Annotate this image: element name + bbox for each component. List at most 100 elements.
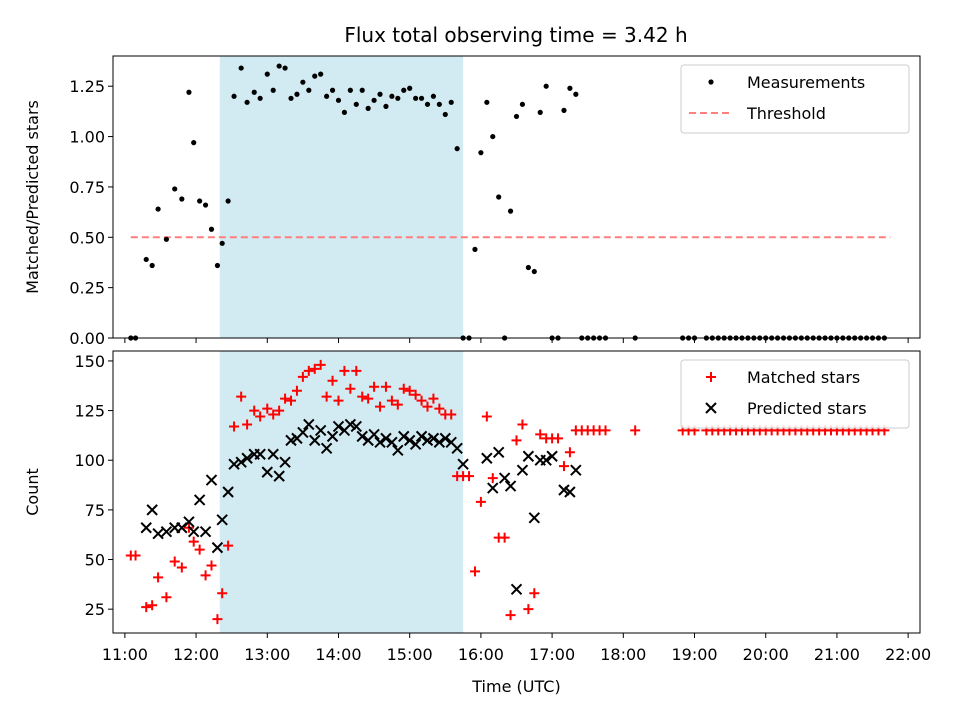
measurement-point bbox=[347, 87, 353, 93]
measurement-point bbox=[225, 198, 231, 204]
y-tick-label: 100 bbox=[74, 451, 105, 470]
x-tick-label: 20:00 bbox=[743, 645, 789, 664]
predicted-point bbox=[427, 432, 440, 445]
measurement-point bbox=[163, 236, 170, 242]
matched-point bbox=[475, 496, 486, 507]
matched-point bbox=[249, 405, 260, 416]
y-tick-label: 0.00 bbox=[69, 329, 105, 348]
matched-point bbox=[487, 473, 498, 484]
predicted-point bbox=[398, 430, 410, 443]
matched-point bbox=[535, 429, 546, 440]
matched-point bbox=[229, 421, 240, 432]
matched-point bbox=[357, 391, 368, 402]
bottom-y-axis-label: Count bbox=[23, 468, 42, 516]
matched-point bbox=[321, 391, 332, 402]
measurement-point bbox=[395, 95, 401, 101]
matched-point bbox=[404, 385, 415, 396]
matched-point bbox=[375, 401, 386, 412]
matched-point bbox=[223, 540, 234, 551]
y-tick-label: 50 bbox=[85, 551, 105, 570]
predicted-point bbox=[540, 454, 552, 466]
measurement-point bbox=[442, 111, 448, 118]
matched-point bbox=[558, 461, 569, 472]
bottom-observing-window bbox=[219, 351, 464, 633]
matched-point bbox=[422, 401, 433, 412]
legend-marker-measurements bbox=[708, 79, 714, 85]
x-axis-label: Time (UTC) bbox=[471, 677, 560, 696]
bottom-axes-frame bbox=[112, 350, 921, 634]
measurement-point bbox=[155, 206, 161, 212]
top-data-points bbox=[128, 63, 887, 341]
predicted-point bbox=[241, 452, 253, 464]
matched-point bbox=[505, 610, 516, 621]
predicted-point bbox=[146, 504, 158, 516]
matched-point bbox=[553, 433, 564, 444]
measurement-point bbox=[172, 186, 178, 192]
matched-point bbox=[481, 411, 492, 422]
matched-point bbox=[315, 359, 326, 370]
measurement-point bbox=[143, 256, 149, 263]
measurement-point bbox=[430, 93, 437, 99]
predicted-point bbox=[380, 432, 392, 445]
predicted-point bbox=[326, 430, 339, 443]
predicted-point bbox=[439, 432, 452, 445]
matched-point bbox=[630, 425, 641, 436]
measurement-point bbox=[383, 103, 389, 109]
matched-point bbox=[327, 375, 338, 386]
matched-point bbox=[161, 592, 172, 603]
predicted-point bbox=[297, 426, 309, 439]
matched-point bbox=[333, 395, 344, 406]
matched-point bbox=[410, 389, 421, 400]
predicted-point bbox=[433, 436, 446, 449]
predicted-point bbox=[487, 482, 499, 494]
measurement-point bbox=[202, 202, 209, 208]
measurement-point bbox=[418, 95, 425, 101]
matched-point bbox=[380, 381, 391, 392]
measurement-point bbox=[573, 91, 579, 97]
matched-point bbox=[564, 447, 575, 458]
matched-point bbox=[212, 614, 223, 625]
measurement-point bbox=[413, 95, 419, 101]
matched-point bbox=[434, 403, 445, 414]
measurement-point bbox=[238, 65, 244, 71]
predicted-point bbox=[451, 442, 463, 455]
measurement-point bbox=[377, 91, 383, 97]
matched-point bbox=[262, 403, 273, 414]
matched-point bbox=[369, 381, 380, 392]
predicted-point bbox=[235, 456, 247, 468]
predicted-point bbox=[309, 434, 321, 447]
matched-point bbox=[428, 393, 439, 404]
matched-point bbox=[236, 391, 247, 402]
matched-point bbox=[469, 566, 480, 577]
predicted-point bbox=[546, 450, 558, 462]
predicted-point bbox=[516, 464, 529, 476]
legend-label: Predicted stars bbox=[747, 399, 867, 418]
predicted-point bbox=[303, 418, 315, 431]
measurement-point bbox=[531, 268, 537, 275]
measurement-point bbox=[149, 262, 155, 269]
matched-point bbox=[517, 419, 528, 430]
y-tick-label: 150 bbox=[74, 352, 105, 371]
predicted-point bbox=[570, 464, 582, 476]
matched-point bbox=[242, 419, 253, 430]
chart-title: Flux total observing time = 3.42 h bbox=[344, 23, 687, 47]
legend-marker-matched bbox=[706, 372, 716, 382]
matched-point bbox=[363, 393, 374, 404]
y-tick-label: 25 bbox=[85, 600, 105, 619]
y-tick-label: 75 bbox=[85, 501, 105, 520]
matched-point bbox=[291, 385, 302, 396]
measurement-point bbox=[186, 89, 192, 95]
matched-point bbox=[194, 544, 205, 555]
matched-point bbox=[147, 600, 158, 611]
x-tick-label: 15:00 bbox=[387, 645, 433, 664]
matched-point bbox=[303, 365, 314, 376]
measurement-point bbox=[324, 93, 330, 99]
measurement-point bbox=[407, 85, 413, 91]
matched-point bbox=[280, 393, 291, 404]
matched-point bbox=[217, 588, 228, 599]
x-tick-label: 22:00 bbox=[885, 645, 931, 664]
predicted-point bbox=[152, 527, 164, 540]
matched-point bbox=[386, 395, 397, 406]
measurement-point bbox=[543, 83, 549, 89]
